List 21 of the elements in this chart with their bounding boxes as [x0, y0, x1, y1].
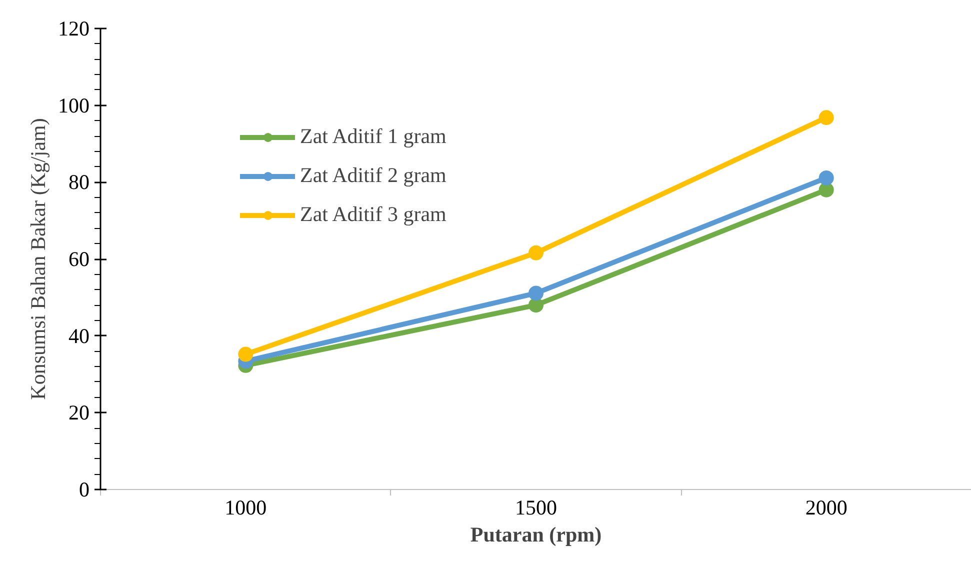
point	[818, 170, 834, 186]
x-tick-label: 2000	[805, 496, 848, 520]
point	[528, 298, 544, 313]
y-tick-label: 40	[68, 324, 90, 348]
y-axis-title: Konsumsi Bahan Bakar (Kg/jam)	[26, 118, 50, 400]
point	[238, 346, 254, 362]
x-axis-title: Putaran (rpm)	[470, 522, 602, 546]
y-tick-label: 80	[68, 170, 90, 194]
y-tick-label: 20	[68, 400, 90, 425]
x-tick-label: 1500	[515, 496, 557, 520]
y-tick-label: 120	[58, 16, 90, 40]
point	[528, 286, 544, 301]
y-tick-label: 0	[79, 478, 90, 502]
legend-label: Zat Aditif 2 gram	[300, 163, 446, 188]
y-tick-label: 60	[68, 247, 90, 271]
x-tick-label: 1000	[224, 496, 267, 520]
y-tick-label: 100	[58, 93, 90, 118]
legend-label: Zat Aditif 3 gram	[300, 202, 446, 227]
legend-label: Zat Aditif 1 gram	[300, 124, 446, 149]
point	[818, 110, 834, 126]
point	[528, 245, 544, 260]
